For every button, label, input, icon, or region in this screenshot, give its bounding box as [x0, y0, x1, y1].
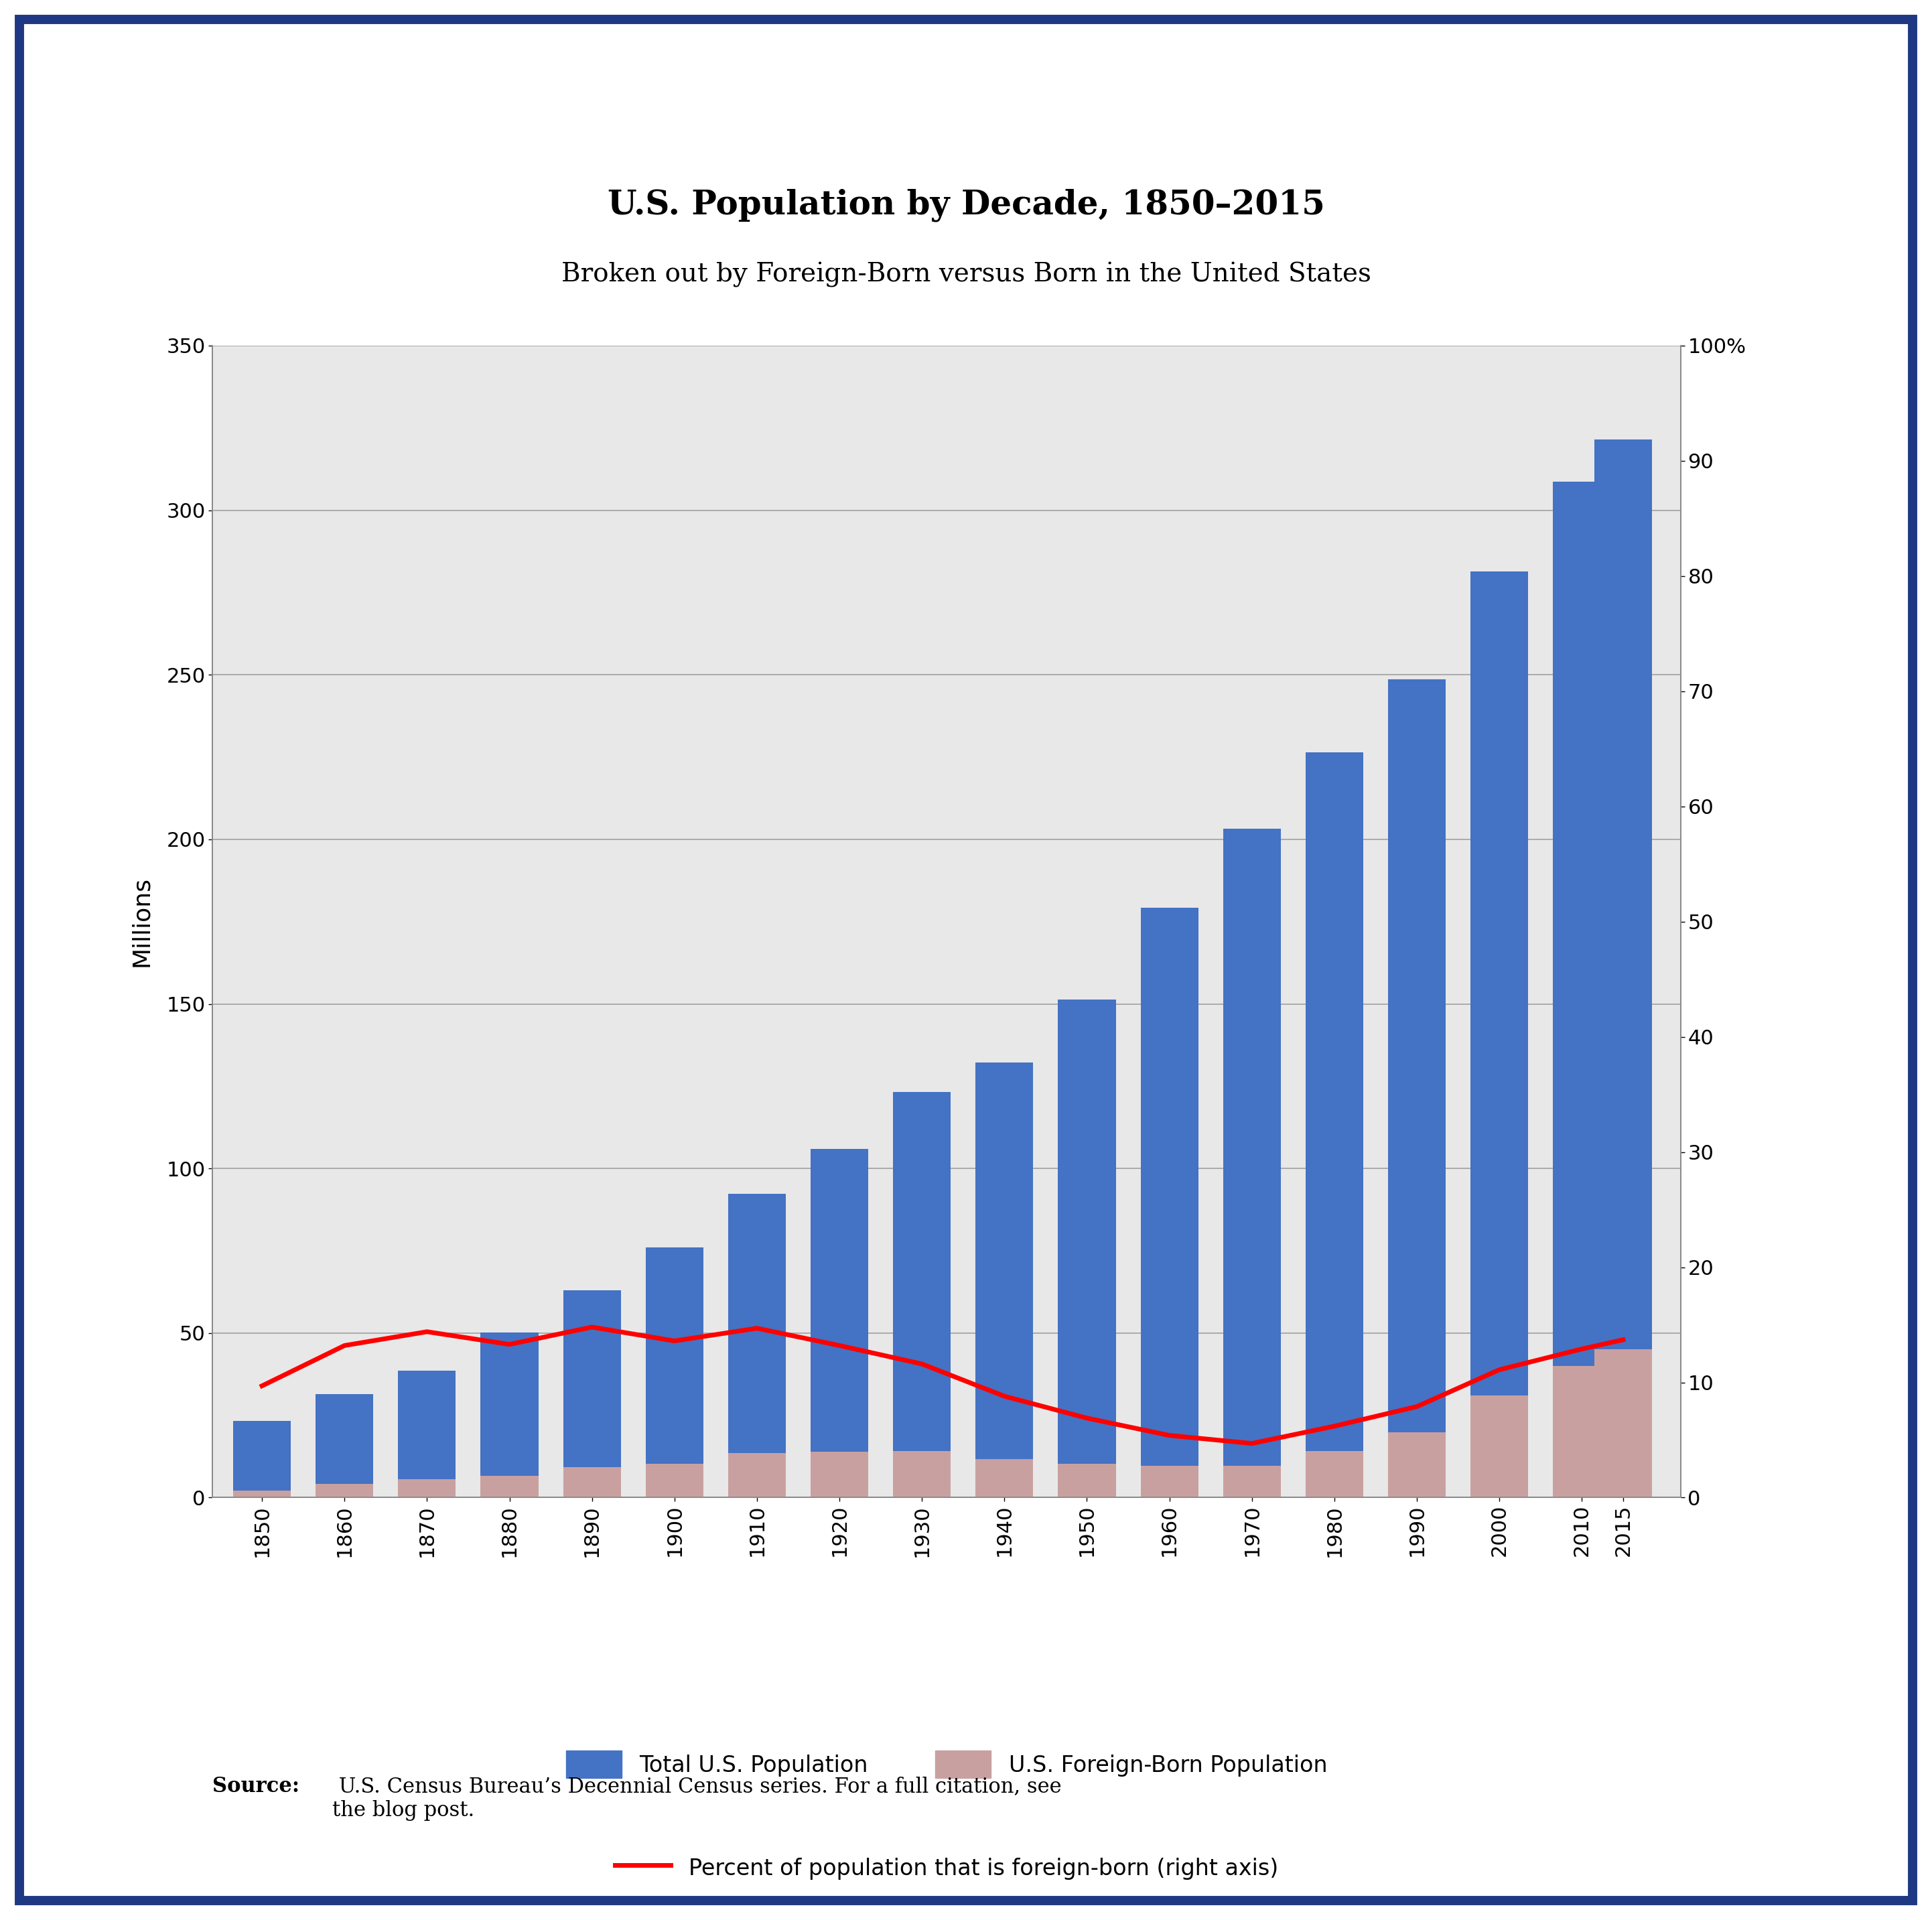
Bar [481, 1332, 539, 1498]
Text: Source:: Source: [213, 1776, 299, 1797]
Text: Broken out by Foreign-Born versus Born in the United States: Broken out by Foreign-Born versus Born i… [560, 261, 1372, 288]
Bar [234, 1490, 292, 1498]
Line: Percent of population that is foreign-born (right axis): Percent of population that is foreign-bo… [263, 1327, 1623, 1444]
Y-axis label: Millions: Millions [129, 876, 153, 968]
Bar [1594, 1350, 1652, 1498]
Percent of population that is foreign-born (right axis) [498, 1332, 522, 1356]
Percent of population that is foreign-born (right axis) [1611, 1329, 1634, 1352]
Bar [1223, 828, 1281, 1498]
Bar [1387, 1432, 1445, 1498]
Bar [811, 1148, 867, 1498]
Text: U.S. Census Bureau’s Decennial Census series. For a full citation, see
the blog : U.S. Census Bureau’s Decennial Census se… [332, 1776, 1061, 1820]
Percent of population that is foreign-born (right axis) [1157, 1425, 1180, 1448]
Bar [1594, 440, 1652, 1498]
Bar [1553, 1365, 1611, 1498]
Percent of population that is foreign-born (right axis) [910, 1352, 933, 1375]
Percent of population that is foreign-born (right axis) [663, 1329, 686, 1352]
Bar [562, 1290, 620, 1498]
Percent of population that is foreign-born (right axis) [1323, 1415, 1347, 1438]
Percent of population that is foreign-born (right axis) [251, 1375, 274, 1398]
Bar [728, 1453, 786, 1498]
Bar [976, 1062, 1034, 1498]
Bar [1553, 482, 1611, 1498]
Percent of population that is foreign-born (right axis) [1240, 1432, 1264, 1455]
Bar [976, 1459, 1034, 1498]
Bar [893, 1452, 951, 1498]
Bar [1387, 680, 1445, 1498]
Bar [1470, 572, 1528, 1498]
Bar [398, 1371, 456, 1498]
Bar [1223, 1467, 1281, 1498]
Bar [315, 1484, 373, 1498]
Bar [315, 1394, 373, 1498]
Bar [1140, 908, 1198, 1498]
Bar [398, 1478, 456, 1498]
Bar [481, 1476, 539, 1498]
Percent of population that is foreign-born (right axis) [580, 1315, 603, 1338]
Bar [1140, 1465, 1198, 1498]
Bar [1059, 1000, 1117, 1498]
Bar [811, 1452, 867, 1498]
Percent of population that is foreign-born (right axis) [993, 1384, 1016, 1407]
Percent of population that is foreign-born (right axis) [332, 1334, 355, 1357]
Bar [1059, 1463, 1117, 1498]
Bar [645, 1248, 703, 1498]
Percent of population that is foreign-born (right axis) [827, 1334, 850, 1357]
Percent of population that is foreign-born (right axis) [1488, 1357, 1511, 1380]
Bar [728, 1194, 786, 1498]
Bar [893, 1092, 951, 1498]
Percent of population that is foreign-born (right axis) [746, 1317, 769, 1340]
Bar [645, 1463, 703, 1498]
Bar [1470, 1396, 1528, 1498]
Legend: Percent of population that is foreign-born (right axis): Percent of population that is foreign-bo… [614, 1855, 1279, 1882]
Text: U.S. Population by Decade, 1850–2015: U.S. Population by Decade, 1850–2015 [607, 188, 1325, 223]
Percent of population that is foreign-born (right axis) [1571, 1338, 1594, 1361]
Bar [1306, 753, 1364, 1498]
Percent of population that is foreign-born (right axis) [1405, 1396, 1428, 1419]
Bar [562, 1467, 620, 1498]
Percent of population that is foreign-born (right axis) [1076, 1407, 1099, 1430]
Bar [1306, 1452, 1364, 1498]
Percent of population that is foreign-born (right axis) [415, 1321, 439, 1344]
Bar [234, 1421, 292, 1498]
